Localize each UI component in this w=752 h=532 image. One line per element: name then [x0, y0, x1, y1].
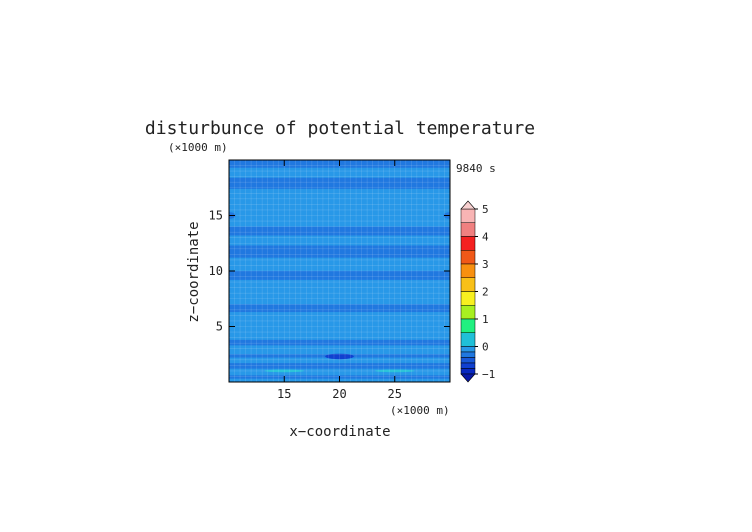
contour-band-8	[229, 177, 450, 189]
contour-band-7	[229, 226, 450, 236]
colorbar-level-10	[460, 346, 476, 353]
colorbar-level-4	[460, 263, 476, 278]
colorbar-tick-label: 2	[482, 286, 489, 299]
y-tick-label: 5	[216, 320, 223, 334]
colorbar-level-1	[460, 222, 476, 237]
colorbar-tick-label: 3	[482, 258, 489, 271]
colorbar-under-arrow	[460, 373, 476, 383]
y-unit-label: (×1000 m)	[168, 141, 228, 154]
chart-title: disturbunce of potential temperature	[145, 118, 535, 139]
colorbar-level-8	[460, 318, 476, 333]
colorbar-level-13	[460, 362, 476, 369]
contour-feature-1	[264, 369, 305, 373]
contour-band-6	[229, 245, 450, 258]
colorbar-tick-label: 0	[482, 341, 489, 354]
y-tick-label: 10	[209, 264, 223, 278]
x-unit-label: (×1000 m)	[390, 404, 450, 417]
x-tick-label: 25	[388, 387, 402, 401]
colorbar: 5 4 3 2 1 0 −1	[460, 200, 495, 383]
contour-band-4	[229, 304, 450, 313]
colorbar-tick-label: 1	[482, 313, 489, 326]
colorbar-level-0	[460, 208, 476, 223]
colorbar-level-11	[460, 351, 476, 358]
y-axis-label: z−coordinate	[186, 221, 202, 322]
colorbar-tick-label: 5	[482, 203, 489, 216]
colorbar-over-arrow	[460, 200, 476, 210]
x-axis-ticks: 15 20 25	[277, 160, 402, 401]
y-axis-ticks: 5 10 15	[209, 209, 450, 334]
colorbar-level-2	[460, 236, 476, 251]
contour-band-3	[229, 339, 450, 346]
contour-band-1	[229, 363, 450, 369]
colorbar-level-5	[460, 277, 476, 292]
contour-feature-0	[325, 353, 354, 360]
colorbar-level-12	[460, 357, 476, 364]
time-label: 9840 s	[456, 162, 496, 175]
colorbar-level-9	[460, 332, 476, 347]
grid-lines	[229, 160, 450, 382]
x-axis-label: x−coordinate	[289, 424, 390, 440]
colorbar-tick-label: 4	[482, 231, 489, 244]
contour-feature-2	[374, 369, 415, 373]
colorbar-tick-label: −1	[482, 368, 495, 381]
plot-area	[229, 160, 450, 382]
colorbar-level-14	[460, 368, 476, 375]
colorbar-level-6	[460, 291, 476, 306]
x-tick-label: 20	[332, 387, 346, 401]
colorbar-level-7	[460, 305, 476, 320]
contour-band-5	[229, 271, 450, 280]
y-tick-label: 15	[209, 209, 223, 223]
colorbar-level-3	[460, 250, 476, 265]
x-tick-label: 15	[277, 387, 291, 401]
